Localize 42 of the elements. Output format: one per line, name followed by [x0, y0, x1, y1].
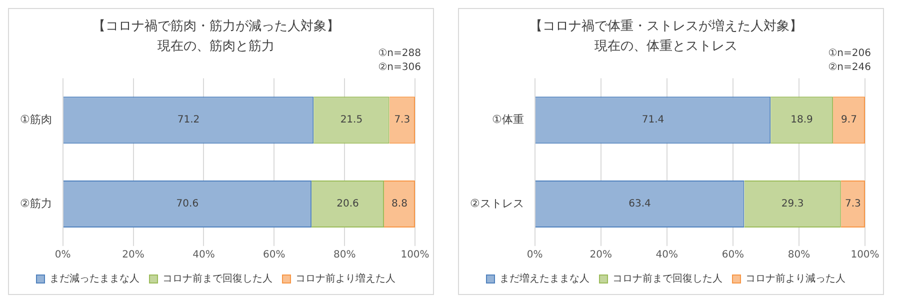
x-tick-label: 0% — [54, 250, 71, 261]
x-tick-label: 100% — [400, 250, 430, 261]
data-label: 7.3 — [394, 114, 410, 126]
y-tick-label: ①筋肉 — [20, 113, 52, 126]
data-label: 21.5 — [340, 114, 363, 126]
x-tick-label: 40% — [192, 250, 215, 261]
legend-label: コロナ前より増えた人 — [296, 272, 396, 285]
chart-subtitle: 現在の、体重とストレス — [594, 38, 738, 54]
y-tick-label: ②ストレス — [470, 196, 524, 210]
x-tick-label: 80% — [788, 250, 810, 261]
legend-label: まだ減ったままな人 — [50, 272, 140, 285]
x-tick-label: 0% — [526, 250, 543, 261]
x-tick-label: 100% — [850, 250, 880, 261]
chart-title: 【コロナ禍で筋肉・筋力が減った人対象】 — [92, 18, 340, 34]
x-tick-label: 60% — [722, 250, 744, 261]
text: ②n=246 — [828, 62, 871, 74]
text: ①n=206 — [828, 48, 871, 60]
x-tick-label: 20% — [122, 250, 144, 261]
x-tick-label: 60% — [263, 250, 286, 261]
chart-title: 【コロナ禍で体重・ストレスが増えた人対象】 — [530, 18, 802, 34]
data-label: 20.6 — [336, 198, 359, 210]
data-label: 8.8 — [392, 198, 408, 210]
data-label: 18.9 — [790, 114, 813, 126]
data-label: 9.7 — [841, 114, 857, 126]
text: ①n=288 — [378, 48, 421, 60]
x-tick-label: 20% — [590, 250, 612, 261]
x-tick-label: 40% — [656, 250, 678, 261]
data-label: 70.6 — [176, 198, 199, 210]
y-tick-label: ①体重 — [492, 113, 524, 126]
legend-label: コロナ前まで回復した人 — [612, 272, 722, 285]
data-label: 63.4 — [628, 198, 651, 210]
y-tick-label: ②筋力 — [20, 196, 52, 210]
legend-label: コロナ前まで回復した人 — [162, 272, 272, 285]
data-label: 29.3 — [781, 198, 804, 210]
legend-label: コロナ前より減った人 — [746, 272, 846, 285]
x-tick-label: 80% — [333, 250, 356, 261]
chart-subtitle: 現在の、筋肉と筋力 — [158, 38, 274, 54]
data-label: 71.4 — [642, 114, 664, 126]
data-label: 7.3 — [844, 198, 861, 210]
data-label: 71.2 — [177, 114, 200, 126]
text: ②n=306 — [378, 62, 421, 74]
legend-label: まだ増えたままな人 — [500, 272, 590, 285]
